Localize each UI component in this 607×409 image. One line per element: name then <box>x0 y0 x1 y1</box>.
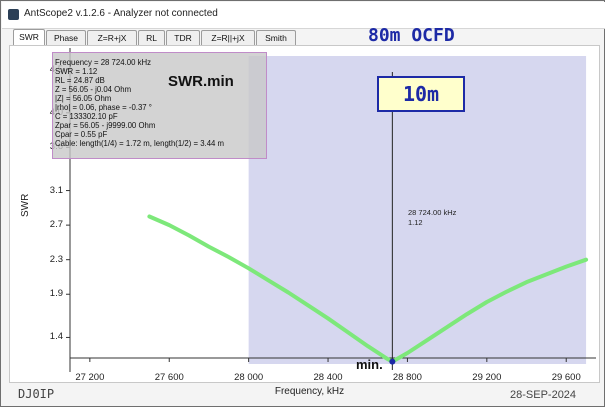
info-line: Cpar = 0.55 pF <box>55 130 108 139</box>
tab-swr[interactable]: SWR <box>13 29 45 45</box>
marker-swr: 1.12 <box>408 218 423 227</box>
window-title: AntScope2 v.1.2.6 - Analyzer not connect… <box>24 8 218 19</box>
swr-min-annotation: SWR.min <box>168 73 234 90</box>
y-tick-label: 2.7 <box>49 219 63 231</box>
tab-phase[interactable]: Phase <box>46 30 86 45</box>
info-line: C = 133302.10 pF <box>55 112 118 121</box>
x-axis-label: Frequency, kHz <box>274 386 345 397</box>
marker-point <box>389 358 396 365</box>
x-tick-label: 28 000 <box>234 372 264 383</box>
info-line: Zpar = 56.05 - j9999.00 Ohm <box>55 121 156 130</box>
x-tick-label: 28 400 <box>313 372 343 383</box>
x-tick-label: 28 800 <box>392 372 422 383</box>
measurement-info-box: Frequency = 28 724.00 kHz SWR = 1.12 RL = … <box>52 52 267 159</box>
app-icon <box>8 9 19 20</box>
info-line: SWR = 1.12 <box>55 67 98 76</box>
tab-smith[interactable]: Smith <box>256 30 296 45</box>
y-tick-label: 2.3 <box>49 253 63 265</box>
y-axis-label: SWR <box>20 193 31 217</box>
x-tick-label: 27 200 <box>75 372 105 383</box>
tab-rl[interactable]: RL <box>138 30 165 45</box>
info-line: |Z| = 56.05 Ohm <box>55 94 112 103</box>
y-tick-label: 1.4 <box>49 331 63 343</box>
info-line: RL = 24.87 dB <box>55 76 105 85</box>
info-line: Frequency = 28 724.00 kHz <box>55 58 152 67</box>
y-tick-label: 1.9 <box>49 288 63 300</box>
min-annotation: min. <box>356 357 383 372</box>
x-tick-label: 27 600 <box>154 372 184 383</box>
band-label-box: 10m <box>377 76 465 112</box>
title-bar: AntScope2 v.1.2.6 - Analyzer not connect… <box>2 2 605 29</box>
x-tick-label: 29 200 <box>472 372 502 383</box>
info-line: |rho| = 0.06, phase = -0.37 ° <box>55 103 152 112</box>
x-axis-label-wrap: Frequency, kHz <box>0 386 607 397</box>
tab-z-r-jx[interactable]: Z=R+jX <box>87 30 137 45</box>
swr-curve <box>147 214 589 364</box>
x-tick-label: 29 600 <box>551 372 581 383</box>
tab-z-parallel[interactable]: Z=R||+jX <box>201 30 255 45</box>
callsign: DJ0IP <box>18 387 55 401</box>
y-tick-label: 3.1 <box>49 184 63 196</box>
tab-tdr[interactable]: TDR <box>166 30 200 45</box>
info-line: Z = 56.05 - j0.04 Ohm <box>55 85 132 94</box>
antenna-title: 80m OCFD <box>368 25 455 46</box>
info-line: Cable: length(1/4) = 1.72 m, length(1/2)… <box>55 139 225 148</box>
marker-readout: 28 724.00 kHz 1.12 <box>408 208 456 228</box>
date-stamp: 28-SEP-2024 <box>510 389 577 401</box>
marker-frequency: 28 724.00 kHz <box>408 208 457 217</box>
